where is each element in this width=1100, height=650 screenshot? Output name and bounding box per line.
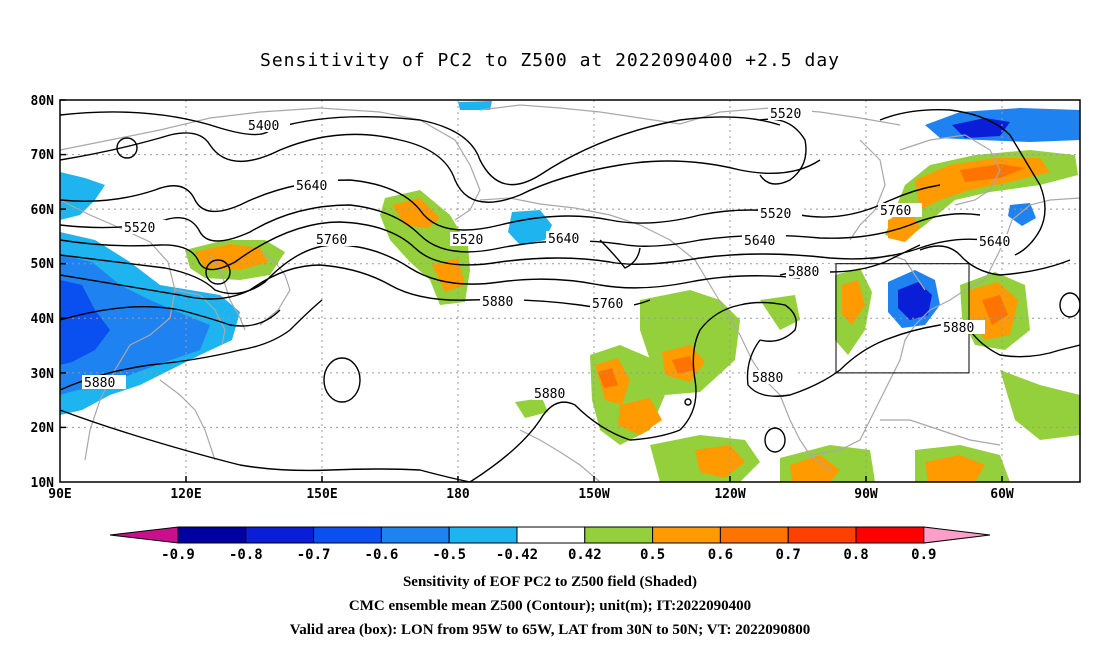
footer-line-1: Sensitivity of EOF PC2 to Z500 field (Sh…	[402, 574, 698, 590]
positive-peak-north-atlantic	[960, 164, 1025, 182]
colorbar-label: 0.8	[843, 547, 868, 563]
contour-label: 5880	[482, 295, 513, 310]
colorbar-bin	[652, 526, 721, 544]
contour-label: 5880	[84, 376, 115, 391]
colorbar-bin	[245, 526, 315, 544]
lon-axis-labels: 90E 120E 150E 180 150W 120W 90W 60W	[48, 487, 1014, 502]
lon-label: 90W	[854, 487, 878, 502]
colorbar-label: 0.42	[568, 547, 602, 563]
lon-label: 150W	[578, 487, 609, 502]
lat-label: 30N	[31, 367, 55, 382]
lon-label: 120E	[170, 487, 201, 502]
colorbar-bin	[177, 526, 247, 544]
colorbar-over-triangle	[923, 526, 991, 544]
valid-area-box	[835, 263, 970, 374]
lat-label: 60N	[31, 203, 55, 218]
colorbar-bin	[787, 526, 857, 544]
lat-label: 80N	[31, 94, 55, 109]
contour-label: 5640	[744, 234, 775, 249]
negative-area-greenland-core	[952, 118, 1010, 138]
colorbar-label: -0.42	[496, 547, 538, 563]
colorbar-under-triangle	[109, 526, 179, 544]
positive-core-caribbean	[925, 455, 985, 482]
colorbar-label: 0.6	[708, 547, 733, 563]
colorbar-bin	[516, 526, 586, 544]
contour-label: 5520	[770, 107, 801, 122]
positive-core-kamchatka	[392, 198, 440, 228]
map-title: Sensitivity of PC2 to Z500 at 2022090400…	[259, 50, 840, 71]
positive-core-labrador	[888, 210, 920, 242]
contour-label: 5880	[943, 321, 974, 336]
lat-label: 70N	[31, 148, 55, 163]
colorbar-label: -0.9	[161, 547, 195, 563]
lat-label: 40N	[31, 312, 55, 327]
positive-area-baja	[760, 295, 800, 330]
footer-line-3: Valid area (box): LON from 95W to 65W, L…	[289, 622, 811, 638]
colorbar-bin	[380, 526, 450, 544]
contour-label: 5880	[534, 387, 565, 402]
z500-contours	[60, 109, 1080, 482]
contour-label: 5520	[452, 233, 483, 248]
negative-area-pacific	[508, 210, 552, 245]
lat-label: 10N	[31, 476, 55, 491]
contour-label: 5640	[296, 179, 327, 194]
contour-labels: 5400 5520 5520 5520 5520 5640 5640 5640 …	[82, 106, 1021, 402]
colorbar-label: -0.7	[297, 547, 331, 563]
contour-label: 5400	[248, 119, 279, 134]
shaded-sensitivity	[60, 101, 1080, 482]
colorbar	[109, 526, 991, 544]
colorbar-label: 0.7	[776, 547, 801, 563]
negative-area-west-core	[60, 255, 210, 395]
lon-label: 150E	[306, 487, 337, 502]
negative-area-atlantic-small	[1008, 203, 1036, 226]
lat-label: 50N	[31, 257, 55, 272]
tick-marks	[60, 99, 1003, 482]
colorbar-label: -0.8	[229, 547, 263, 563]
footer-line-2: CMC ensemble mean Z500 (Contour); unit(m…	[348, 598, 752, 614]
negative-area-arctic	[458, 101, 492, 110]
negative-area-great-lakes-core	[898, 282, 932, 320]
map-frame	[59, 99, 1081, 483]
colorbar-bin	[855, 526, 925, 544]
negative-area-west-inner	[60, 280, 110, 365]
contour-label: 5760	[316, 233, 347, 248]
positive-area-small-west	[515, 398, 548, 418]
contour-label: 5640	[548, 232, 579, 247]
contour-label: 5520	[760, 207, 791, 222]
positive-area-atlantic-south	[1000, 370, 1080, 440]
colorbar-bin	[584, 526, 654, 544]
contour-label: 5880	[788, 265, 819, 280]
positive-core-central-pacific-b	[618, 398, 662, 435]
contour-label: 5760	[880, 204, 911, 219]
colorbar-bin	[448, 526, 518, 544]
lon-label: 120W	[714, 487, 745, 502]
lon-label: 90E	[48, 487, 71, 502]
colorbar-label: 0.5	[640, 547, 665, 563]
lat-label: 20N	[31, 421, 55, 436]
positive-peak-east-pacific	[672, 356, 695, 374]
colorbar-bin	[719, 526, 789, 544]
negative-area-north-japan	[60, 172, 105, 220]
contour-label: 5880	[752, 371, 783, 386]
lat-axis-labels: 80N 70N 60N 50N 40N 30N 20N 10N	[31, 94, 55, 491]
positive-core-west-pacific	[195, 244, 268, 270]
coastlines	[60, 104, 1080, 482]
colorbar-labels: -0.9 -0.8 -0.7 -0.6 -0.5 -0.42 0.42 0.5 …	[161, 547, 936, 563]
colorbar-label: 0.9	[911, 547, 936, 563]
positive-core-box-west	[842, 280, 865, 325]
positive-core-mexico	[790, 455, 840, 482]
contour-label: 5760	[592, 297, 623, 312]
colorbar-label: -0.6	[365, 547, 399, 563]
colorbar-label: -0.5	[432, 547, 466, 563]
colorbar-bin	[313, 526, 382, 544]
contour-label: 5640	[979, 235, 1010, 250]
contour-label: 5520	[124, 221, 155, 236]
lon-label: 180	[446, 487, 470, 502]
lon-label: 60W	[990, 487, 1014, 502]
positive-core-east-pacific-b	[695, 445, 745, 478]
